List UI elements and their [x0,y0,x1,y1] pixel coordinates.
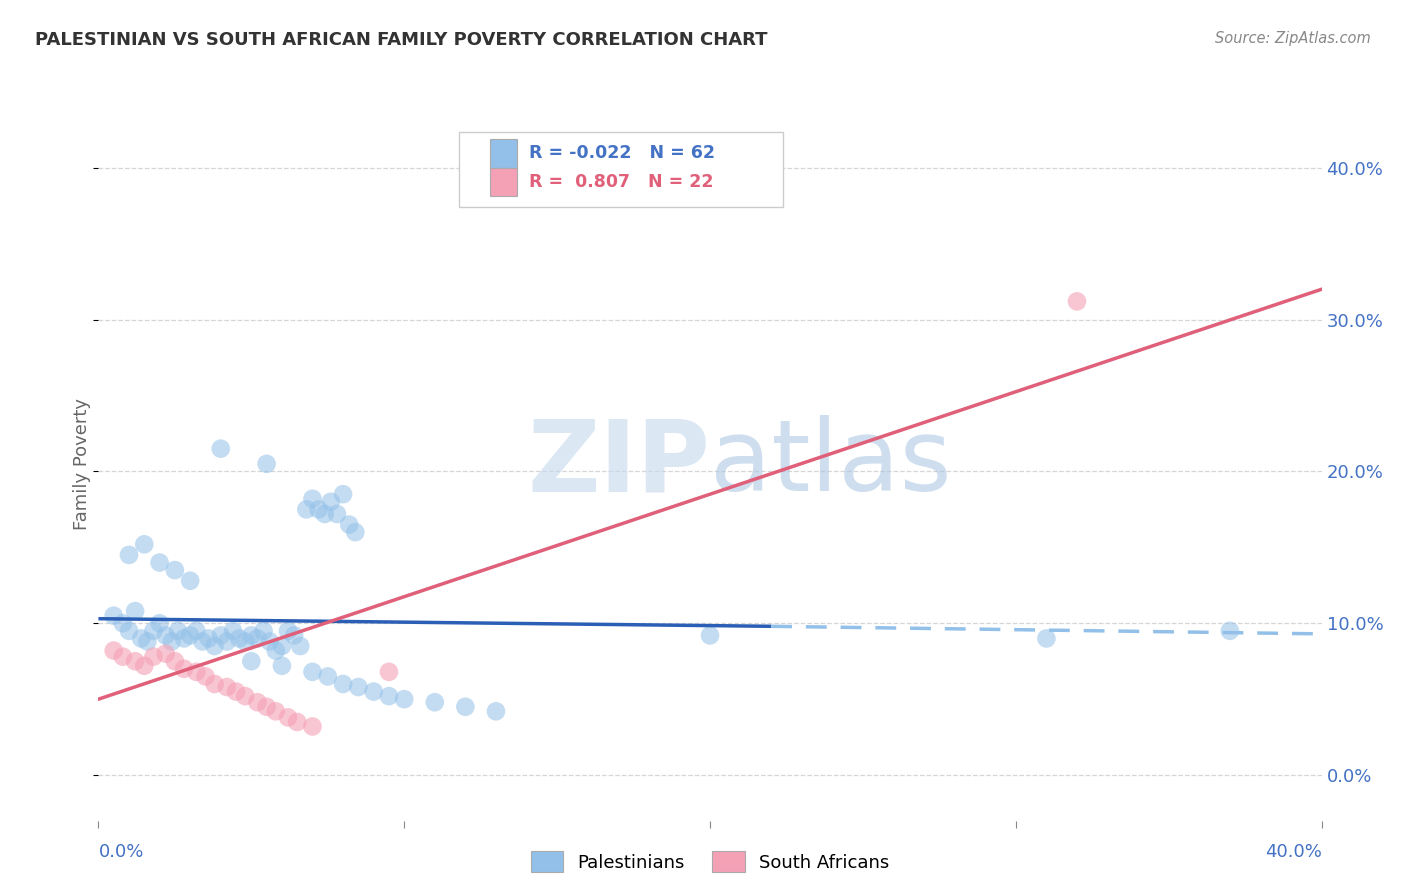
Point [191,634,214,648]
Point [136,634,159,648]
Point [252,624,274,638]
Point [277,710,299,724]
Point [285,714,308,729]
Point [316,669,339,683]
Point [160,634,183,648]
Point [118,624,141,638]
Point [283,628,305,642]
Point [163,654,186,668]
Point [142,649,165,664]
Point [264,643,287,657]
Point [295,502,318,516]
Point [1035,632,1057,646]
Point [167,624,190,638]
Point [290,639,312,653]
Legend: Palestinians, South Africans: Palestinians, South Africans [523,844,897,880]
Point [118,548,141,562]
Point [259,634,281,648]
Text: PALESTINIAN VS SOUTH AFRICAN FAMILY POVERTY CORRELATION CHART: PALESTINIAN VS SOUTH AFRICAN FAMILY POVE… [35,31,768,49]
Point [225,684,247,698]
Point [142,624,165,638]
Point [179,574,201,588]
Text: Source: ZipAtlas.com: Source: ZipAtlas.com [1215,31,1371,46]
Point [129,632,152,646]
Point [163,563,186,577]
Point [337,517,360,532]
Point [124,604,146,618]
Point [240,628,263,642]
Point [301,491,323,506]
Point [347,680,370,694]
Point [314,507,336,521]
Point [264,704,287,718]
Point [392,692,416,706]
Point [332,677,354,691]
Point [301,719,323,733]
Point [240,654,263,668]
Point [173,632,195,646]
Point [277,624,299,638]
Point [308,502,330,516]
Point [256,457,278,471]
Point [222,624,245,638]
Point [103,608,125,623]
Point [246,695,269,709]
Text: ZIP: ZIP [527,416,710,512]
Point [173,662,195,676]
Point [378,689,401,703]
Point [256,699,278,714]
Point [246,632,269,646]
Y-axis label: Family Poverty: Family Poverty [73,398,91,530]
FancyBboxPatch shape [460,132,783,207]
Point [186,624,208,638]
Point [149,616,172,631]
Text: R = -0.022   N = 62: R = -0.022 N = 62 [529,145,716,162]
Point [485,704,508,718]
Point [209,628,232,642]
Point [378,665,401,679]
Point [134,537,156,551]
Point [209,442,232,456]
Point [301,665,323,679]
Point [215,680,238,694]
Point [111,616,134,631]
Bar [489,139,517,168]
Point [270,658,292,673]
Point [454,699,477,714]
Point [149,556,172,570]
Point [1066,294,1088,309]
Point [204,677,226,691]
Text: atlas: atlas [710,416,952,512]
Point [228,632,250,646]
Point [197,632,219,646]
Point [319,495,342,509]
Point [363,684,385,698]
Point [233,689,256,703]
Text: R =  0.807   N = 22: R = 0.807 N = 22 [529,173,713,191]
Point [194,669,217,683]
Point [332,487,354,501]
Point [111,649,134,664]
Point [233,634,256,648]
Text: 0.0%: 0.0% [98,843,143,861]
Point [155,628,177,642]
Point [155,647,177,661]
Point [1219,624,1241,638]
Point [179,628,201,642]
Point [423,695,446,709]
Point [124,654,146,668]
Point [103,643,125,657]
Bar [489,168,517,196]
Point [134,658,156,673]
Point [215,634,238,648]
Text: 40.0%: 40.0% [1265,843,1322,861]
Point [699,628,721,642]
Point [326,507,349,521]
Point [270,639,292,653]
Point [186,665,208,679]
Point [204,639,226,653]
Point [344,525,367,540]
